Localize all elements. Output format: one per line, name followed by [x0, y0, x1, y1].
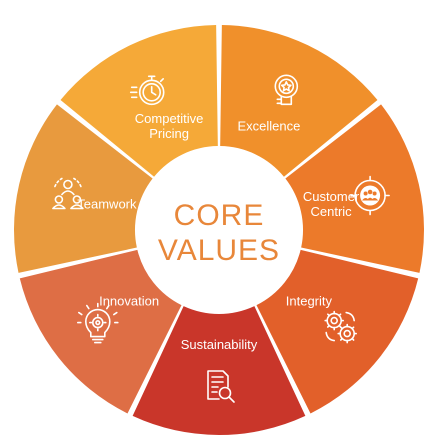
segment-integrity: [256, 249, 419, 414]
group-target-icon: [350, 175, 390, 216]
segment-innovation: [19, 249, 182, 414]
segment-competitive-pricing: [60, 25, 218, 177]
segment-label-competitive-pricing-line1: Competitive: [135, 111, 204, 126]
center-circle: [139, 150, 299, 310]
stopwatch-icon: [129, 75, 165, 106]
segment-customer-centric: [285, 104, 424, 273]
segment-label-integrity: Integrity: [286, 294, 333, 309]
lightbulb-gear-icon: [77, 302, 119, 344]
segment-excellence: [220, 25, 378, 177]
medal-badge-icon: [274, 74, 299, 106]
segment-label-customer-centric-line2: Centric: [311, 204, 353, 219]
team-people-icon: [52, 177, 84, 210]
segment-label-excellence: Excellence: [237, 118, 300, 133]
segment-label-competitive-pricing-line2: Pricing: [149, 126, 189, 141]
segment-label-customer-centric-line1: Customer: [303, 189, 360, 204]
center-title-line2: VALUES: [158, 234, 280, 267]
segment-teamwork: [13, 104, 153, 273]
document-search-icon: [207, 370, 235, 403]
gears-icon: [324, 310, 358, 344]
segment-label-sustainability: Sustainability: [181, 337, 258, 352]
center-title-line1: CORE: [174, 199, 265, 232]
segment-label-teamwork: Teamwork: [77, 196, 137, 211]
segment-label-innovation: Innovation: [99, 294, 159, 309]
